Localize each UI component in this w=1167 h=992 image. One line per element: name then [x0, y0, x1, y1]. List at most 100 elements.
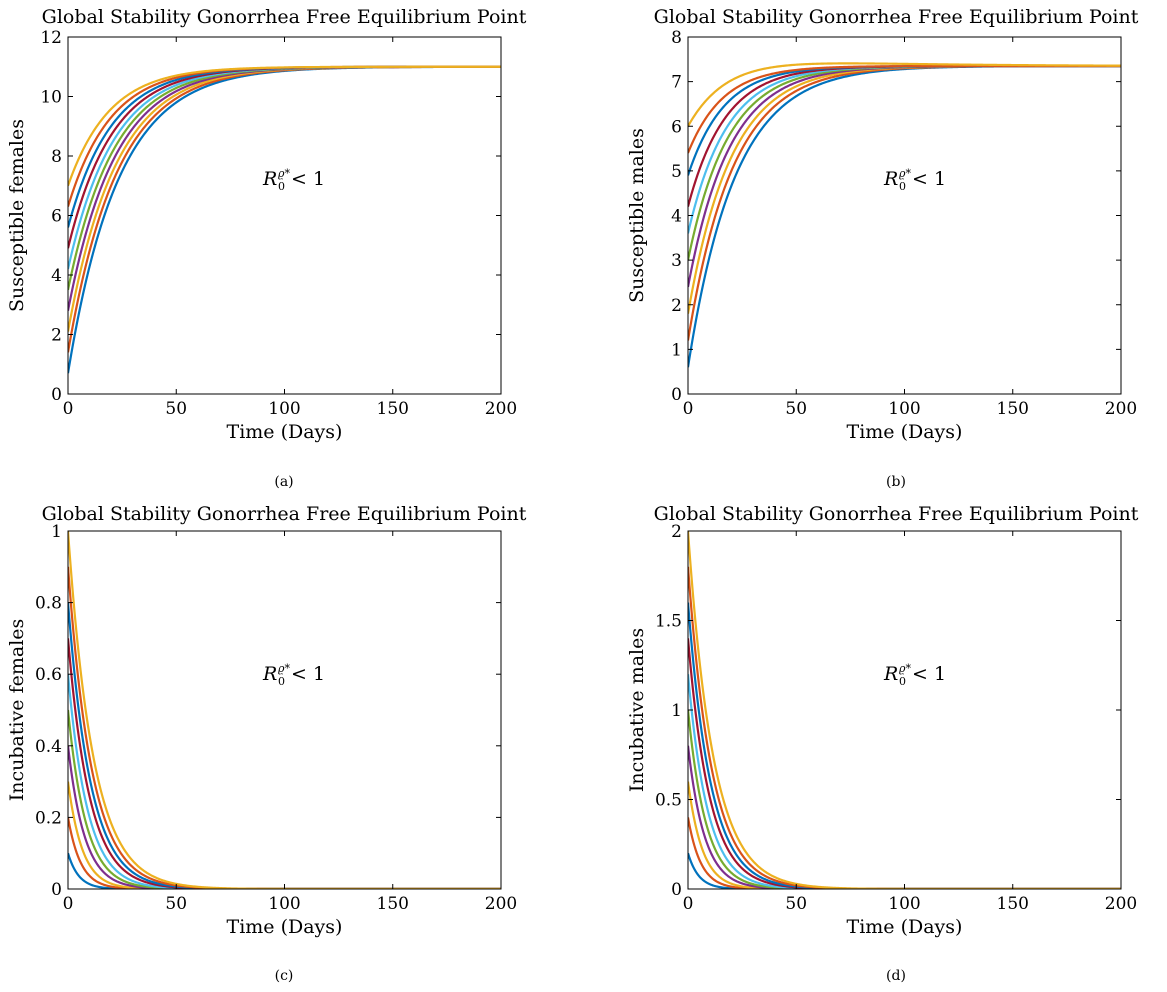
y-axis-label: Incubative males — [626, 628, 648, 792]
y-tick-label: 8 — [51, 147, 62, 167]
x-tick-label: 150 — [997, 399, 1029, 419]
x-tick-label: 50 — [785, 894, 807, 914]
y-tick-label: 5 — [671, 162, 682, 182]
x-axis-label: Time (Days) — [847, 421, 963, 443]
y-tick-label: 4 — [51, 266, 62, 286]
annotation-main: R — [262, 663, 277, 685]
series-line-2 — [688, 64, 1121, 341]
x-tick-label: 0 — [683, 399, 694, 419]
series-line-3 — [688, 781, 1121, 889]
annotation-sub: 0 — [899, 675, 906, 688]
x-tick-label: 200 — [485, 894, 517, 914]
r0-annotation: R 0ϱ* < 1 — [883, 167, 946, 193]
panel-caption: (d) — [886, 968, 906, 984]
series-group — [688, 62, 1121, 368]
series-line-3 — [68, 65, 501, 332]
chart-title: Global Stability Gonorrhea Free Equilibr… — [654, 6, 1139, 28]
series-line-10 — [688, 62, 1121, 127]
series-line-8 — [688, 602, 1121, 889]
y-tick-label: 12 — [40, 28, 62, 48]
y-tick-label: 2 — [51, 326, 62, 346]
annotation-sup: ϱ* — [278, 662, 290, 675]
series-line-5 — [68, 709, 501, 889]
series-group — [68, 65, 501, 374]
series-line-8 — [68, 602, 501, 889]
y-tick-label: 3 — [671, 251, 682, 271]
annotation-main: R — [883, 663, 898, 685]
x-tick-label: 50 — [165, 894, 187, 914]
x-tick-label: 200 — [485, 399, 517, 419]
r0-annotation: R 0ϱ* < 1 — [883, 662, 946, 688]
x-tick-label: 0 — [63, 894, 74, 914]
series-line-10 — [688, 531, 1121, 889]
series-line-10 — [68, 65, 501, 187]
annotation-rest: < 1 — [912, 168, 946, 190]
x-tick-label: 100 — [268, 399, 300, 419]
chart-title: Global Stability Gonorrhea Free Equilibr… — [654, 503, 1139, 525]
panel-caption: (a) — [274, 474, 293, 490]
x-tick-label: 100 — [888, 399, 920, 419]
y-tick-label: 7 — [671, 73, 682, 93]
y-tick-label: 4 — [671, 207, 682, 227]
y-tick-label: 0 — [671, 880, 682, 900]
series-line-6 — [688, 674, 1121, 889]
y-axis-label: Susceptible females — [6, 119, 28, 312]
annotation-main: R — [883, 168, 898, 190]
y-tick-label: 0 — [51, 385, 62, 405]
x-tick-label: 100 — [888, 894, 920, 914]
y-tick-label: 0.2 — [35, 808, 62, 828]
y-tick-label: 2 — [671, 296, 682, 316]
annotation-main: R — [262, 168, 277, 190]
series-line-6 — [68, 674, 501, 889]
x-tick-label: 50 — [165, 399, 187, 419]
series-line-9 — [68, 566, 501, 889]
y-tick-label: 1 — [671, 340, 682, 360]
y-tick-label: 0 — [671, 385, 682, 405]
annotation-sub: 0 — [899, 180, 906, 193]
x-tick-label: 150 — [997, 894, 1029, 914]
y-axis-label: Incubative females — [6, 619, 28, 802]
r0-annotation: R 0ϱ* < 1 — [262, 167, 325, 193]
series-line-10 — [68, 531, 501, 889]
y-tick-label: 1 — [671, 701, 682, 721]
series-line-9 — [688, 566, 1121, 889]
series-line-2 — [688, 817, 1121, 889]
annotation-sub: 0 — [278, 675, 285, 688]
annotation-rest: < 1 — [291, 663, 325, 685]
chart-title: Global Stability Gonorrhea Free Equilibr… — [42, 503, 527, 525]
y-tick-label: 1 — [51, 522, 62, 542]
chart-title: Global Stability Gonorrhea Free Equilibr… — [42, 6, 527, 28]
x-tick-label: 150 — [377, 894, 409, 914]
y-tick-label: 6 — [51, 207, 62, 227]
x-tick-label: 150 — [377, 399, 409, 419]
plot-frame — [687, 530, 1122, 890]
annotation-sub: 0 — [278, 180, 285, 193]
y-tick-label: 0.5 — [655, 791, 682, 811]
x-axis-label: Time (Days) — [847, 916, 963, 938]
series-line-4 — [688, 745, 1121, 889]
x-axis-label: Time (Days) — [227, 421, 343, 443]
y-tick-label: 1.5 — [655, 612, 682, 632]
panel-caption: (c) — [275, 968, 294, 984]
x-axis-label: Time (Days) — [227, 916, 343, 938]
y-tick-label: 0.4 — [35, 737, 62, 757]
y-tick-label: 8 — [671, 28, 682, 48]
y-tick-label: 2 — [671, 522, 682, 542]
series-line-4 — [68, 745, 501, 889]
y-axis-label: Susceptible males — [626, 128, 648, 303]
plot-frame — [67, 530, 502, 890]
series-group — [68, 531, 501, 889]
annotation-sup: ϱ* — [899, 662, 911, 675]
annotation-sup: ϱ* — [899, 167, 911, 180]
y-tick-label: 0.6 — [35, 665, 62, 685]
y-tick-label: 6 — [671, 117, 682, 137]
y-tick-label: 10 — [40, 88, 62, 108]
series-line-2 — [68, 817, 501, 889]
series-line-5 — [688, 64, 1121, 261]
y-tick-label: 0.8 — [35, 594, 62, 614]
annotation-rest: < 1 — [912, 663, 946, 685]
